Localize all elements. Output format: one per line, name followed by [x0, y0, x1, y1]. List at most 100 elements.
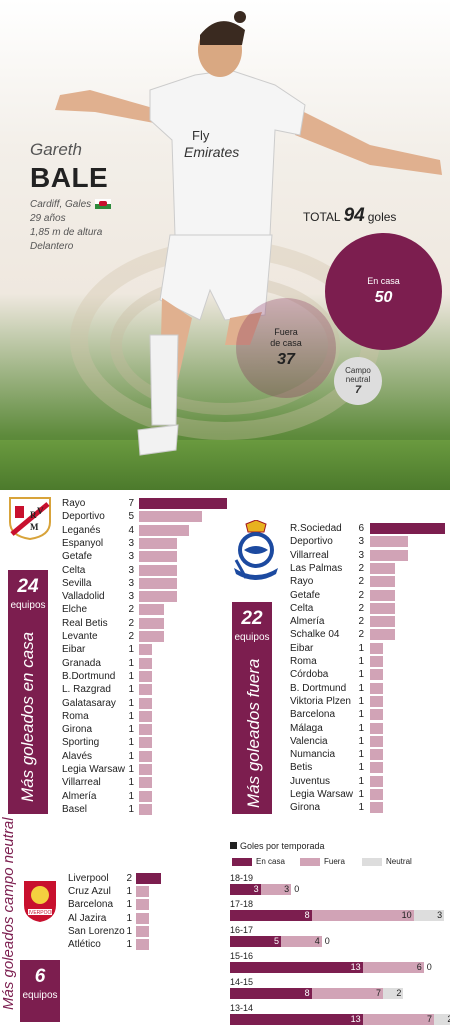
away-row: Viktoria Plzen 1	[290, 695, 450, 708]
away-goal-bar	[370, 735, 383, 747]
home-goal-count: 3	[128, 537, 134, 549]
home-team-name: Sevilla	[62, 577, 92, 589]
away-team-name: R.Sociedad	[290, 523, 342, 534]
away-team-name: Valencia	[290, 735, 328, 747]
away-goal-bar	[370, 549, 408, 561]
home-goal-count: 1	[128, 670, 134, 682]
player-first-name: Gareth	[30, 140, 82, 159]
hero-banner: Fly Emirates Gareth BALE Cardiff, Gales …	[0, 0, 450, 490]
away-goal-count: 1	[358, 735, 364, 747]
away-section-title: Más goleados fuera	[244, 658, 263, 808]
bubble-away-value: 37	[277, 351, 295, 368]
away-goal-count: 3	[358, 536, 364, 548]
neutral-goal-bar	[136, 912, 149, 924]
home-team-name: Real Betis	[62, 617, 108, 629]
away-goal-bar	[370, 642, 383, 654]
home-goal-count: 5	[128, 511, 134, 523]
neutral-team-name: Al Jazira	[68, 912, 107, 924]
away-team-name: Girona	[290, 802, 321, 814]
season-chart-title: Goles por temporada	[230, 841, 325, 851]
home-goal-bar	[139, 737, 152, 749]
season-chart-title-text: Goles por temporada	[240, 841, 325, 851]
neutral-goal-bar	[136, 873, 161, 884]
neutral-goal-bar	[136, 899, 149, 911]
home-team-name: B.Dortmund	[62, 670, 116, 682]
svg-text:V: V	[37, 506, 44, 516]
home-team-name: L. Razgrad	[62, 684, 111, 696]
away-goal-count: 2	[358, 576, 364, 588]
bubble-away-label1: Fuera	[274, 327, 298, 337]
away-goal-count: 1	[358, 709, 364, 721]
total-label: TOTAL	[303, 210, 341, 224]
away-row: B. Dortmund 1	[290, 682, 450, 695]
season-bar-neu: 2	[434, 1014, 450, 1025]
home-count-unit: equipos	[10, 600, 46, 611]
home-goal-bar	[139, 750, 152, 762]
home-row: Sevilla 3	[62, 577, 237, 590]
home-team-name: Legia Warsaw	[62, 764, 125, 775]
home-row: Rayo 7	[62, 497, 237, 510]
home-goal-count: 7	[128, 498, 134, 509]
legend-neutral: Neutral	[362, 857, 412, 866]
away-team-name: Almería	[290, 616, 325, 628]
bubble-away-label2: de casa	[270, 338, 302, 348]
season-bar-away: 7	[362, 1014, 434, 1025]
home-goal-bar	[139, 524, 190, 536]
away-row: Valencia 1	[290, 735, 450, 748]
legend-neutral-swatch	[362, 857, 382, 866]
home-row: Sporting 1	[62, 736, 237, 749]
away-team-name: Viktoria Plzen	[290, 695, 351, 707]
away-row: Málaga 1	[290, 722, 450, 735]
home-team-name: Levante	[62, 631, 98, 642]
away-goal-bar	[370, 669, 383, 681]
away-goal-count: 6	[358, 523, 364, 534]
player-birthplace: Cardiff, Gales	[30, 199, 92, 210]
neutral-side-box: 6 equipos	[20, 960, 60, 1022]
player-info: Gareth BALE Cardiff, Gales 29 años 1,85 …	[30, 140, 112, 254]
home-goal-bar	[139, 551, 177, 563]
wales-flag-icon	[95, 199, 112, 210]
home-row: Real Betis 2	[62, 617, 237, 630]
away-row: Juventus 1	[290, 775, 450, 788]
neutral-count-unit: equipos	[22, 990, 58, 1001]
home-row: Valladolid 3	[62, 590, 237, 603]
home-goal-count: 3	[128, 564, 134, 576]
neutral-count: 6	[34, 966, 46, 987]
season-zero-label-neu: 0	[294, 884, 300, 894]
season-label: 13-14	[230, 1003, 254, 1013]
away-goal-bar	[370, 616, 395, 628]
home-goal-count: 1	[128, 710, 134, 722]
away-team-name: Juventus	[290, 775, 331, 787]
away-goal-bar	[370, 629, 395, 641]
away-goal-count: 1	[358, 695, 364, 707]
player-age: 29 años	[30, 213, 66, 224]
home-team-name: Celta	[62, 564, 86, 576]
home-goal-count: 1	[128, 803, 134, 815]
away-goal-bar	[370, 682, 383, 694]
home-goal-bar	[139, 617, 165, 629]
home-goal-count: 2	[128, 617, 134, 629]
season-label: 17-18	[230, 899, 254, 909]
home-row: L. Razgrad 1	[62, 683, 237, 696]
home-goal-bar	[139, 498, 228, 509]
legend-away: Fuera	[300, 857, 345, 866]
home-goal-bar	[139, 710, 152, 722]
away-count-unit: equipos	[234, 632, 270, 643]
home-goal-count: 3	[128, 551, 134, 563]
neutral-row: San Lorenzo 1	[68, 925, 234, 938]
home-row: Almería 1	[62, 790, 237, 803]
away-row: Getafe 2	[290, 589, 450, 602]
svg-text:Emirates: Emirates	[184, 144, 239, 160]
neutral-team-name: San Lorenzo	[68, 925, 125, 937]
legend-neutral-label: Neutral	[386, 857, 412, 866]
away-goal-count: 3	[358, 549, 364, 561]
away-row: Celta 2	[290, 602, 450, 615]
home-row: Deportivo 5	[62, 510, 237, 523]
season-bar-home: 3	[230, 884, 261, 895]
away-goal-count: 1	[358, 722, 364, 734]
season-bar-away: 3	[260, 884, 292, 895]
home-goal-count: 1	[128, 657, 134, 669]
svg-text:R: R	[30, 510, 37, 520]
bubble-home-label: En casa	[367, 276, 400, 286]
neutral-team-name: Barcelona	[68, 899, 114, 911]
